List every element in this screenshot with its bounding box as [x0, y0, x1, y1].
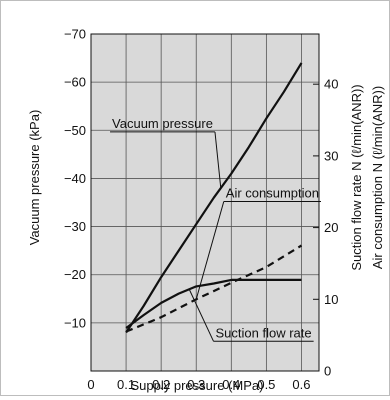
y-left-tick-label: −50 — [64, 123, 86, 138]
y-right-tick-label: 0 — [324, 364, 331, 379]
callout-vacuum-pressure: Vacuum pressure — [110, 116, 222, 189]
grid-lines — [91, 34, 319, 371]
y-right-tick-label: 10 — [324, 292, 338, 307]
x-tick-label: 0.1 — [117, 377, 135, 392]
callout-leader — [214, 131, 222, 189]
y-left-axis-title: Vacuum pressure (kPa) — [27, 110, 42, 246]
callout-label: Air consumption — [226, 185, 319, 200]
y-right-tick-label: 40 — [324, 77, 338, 92]
series-callouts: Vacuum pressure Air consumption Suction fl… — [110, 116, 321, 342]
x-tick-label: 0.5 — [257, 377, 275, 392]
y-left-tick-label: −60 — [64, 75, 86, 90]
y-left-tick-label: −40 — [64, 171, 86, 186]
x-axis-title: Supply pressure (MPa) — [131, 378, 264, 393]
x-tick-label: 0.3 — [187, 377, 205, 392]
series-lines — [125, 62, 303, 334]
axis-titles: Supply pressure (MPa) Vacuum pressure (kP… — [27, 84, 385, 393]
callout-label: Suction flow rate — [216, 325, 312, 340]
callout-suction-flow-rate: Suction flow rate — [188, 289, 314, 342]
axis-ticks: 0 0.1 0.2 0.3 0.4 0.5 0.6 −70 −60 −50 −40 −30 −20 −10… — [64, 27, 339, 393]
y-right-tick-label: 20 — [324, 220, 338, 235]
callout-leader — [195, 201, 225, 300]
callout-label: Vacuum pressure — [112, 116, 213, 131]
plot-border — [90, 33, 320, 372]
x-tick-label: 0.6 — [292, 377, 310, 392]
y-left-tick-label: −70 — [64, 27, 86, 42]
y-left-tick-label: −30 — [64, 219, 86, 234]
series-line-air-consumption — [125, 244, 303, 333]
y-right-axis-title-suction: Suction flow rate N (ℓ/min(ANR)) — [349, 84, 364, 270]
vacuum-performance-chart: 0 0.1 0.2 0.3 0.4 0.5 0.6 −70 −60 −50 −40 −30 −20 −10… — [27, 27, 385, 394]
y-left-tick-label: −20 — [64, 267, 86, 282]
callout-leader — [188, 289, 214, 342]
x-tick-label: 0.4 — [222, 377, 240, 392]
x-tick-label: 0.2 — [152, 377, 170, 392]
y-right-axis-title-air: Air consumption N (ℓ/min(ANR)) — [370, 86, 385, 269]
series-line-suction-flow-rate — [125, 278, 302, 329]
series-line-vacuum-pressure — [125, 62, 303, 334]
x-tick-label: 0 — [87, 377, 94, 392]
plot-area — [91, 34, 319, 371]
callout-air-consumption: Air consumption — [195, 185, 321, 300]
y-left-tick-label: −10 — [64, 315, 86, 330]
y-right-tick-label: 30 — [324, 148, 338, 163]
